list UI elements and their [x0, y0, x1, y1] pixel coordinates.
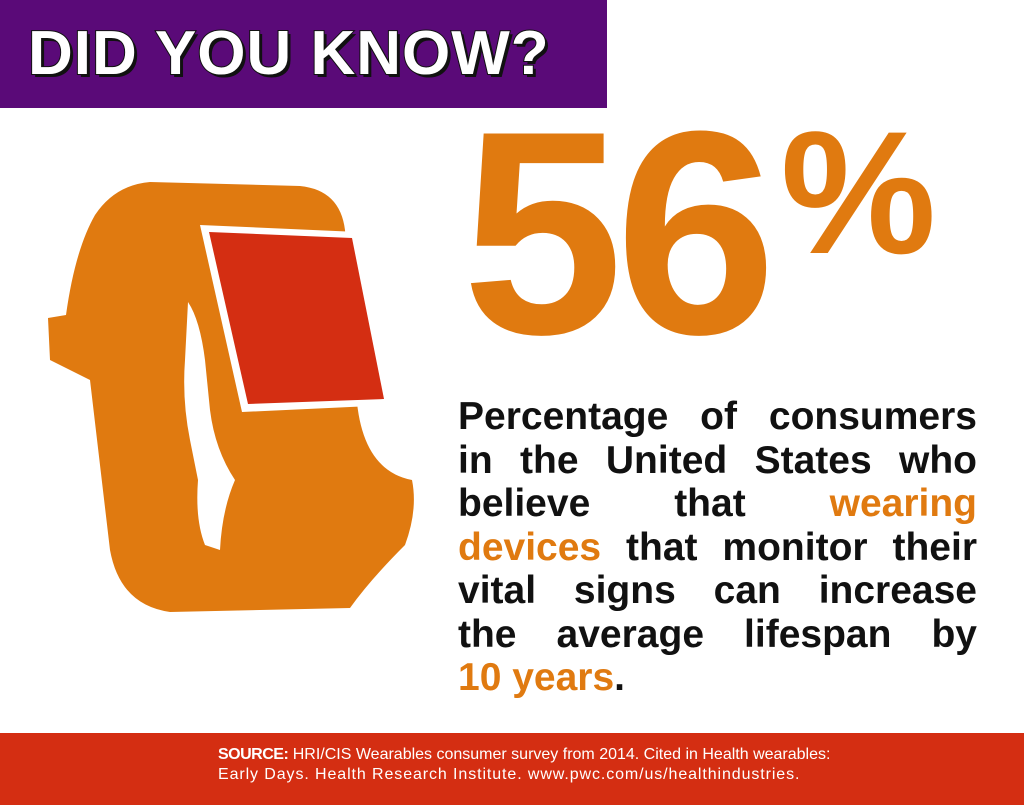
description-line: in the United States who — [458, 439, 977, 483]
stat: 56% — [462, 88, 936, 378]
header: DID YOU KNOW? — [0, 0, 607, 108]
description-text: devices — [458, 525, 602, 569]
description-text: . — [614, 656, 625, 699]
description: Percentage of consumers in the United Sta… — [458, 395, 977, 700]
stat-symbol: % — [780, 96, 937, 291]
description-text: vital signs can increase — [458, 569, 977, 612]
description-line: Percentage of consumers — [458, 395, 977, 439]
description-text: wearing — [829, 482, 977, 525]
description-line: the average lifespan by — [458, 613, 977, 657]
description-text: 10 years — [458, 656, 615, 699]
stat-number: 56 — [462, 71, 777, 395]
description-line: vital signs can increase — [458, 569, 977, 613]
description-text: that monitor their — [601, 525, 977, 569]
description-text: believe that — [458, 482, 830, 525]
watch-icon — [48, 182, 414, 612]
description-line: 10 years. — [458, 656, 977, 700]
description-line: believe that wearing — [458, 482, 977, 526]
source-line: Early Days. Health Research Institute. w… — [218, 766, 801, 783]
source-line: HRI/CIS Wearables consumer survey from 2… — [292, 746, 831, 763]
source-label: SOURCE: — [218, 746, 289, 763]
description-line: devices that monitor their — [458, 526, 977, 570]
header-title: DID YOU KNOW? — [27, 18, 550, 89]
footer: SOURCE: HRI/CIS Wearables consumer surve… — [0, 733, 1024, 805]
source: SOURCE: HRI/CIS Wearables consumer surve… — [218, 745, 830, 785]
strap-gap — [184, 302, 235, 550]
description-text: Percentage of consumers — [458, 395, 977, 438]
description-text: the average lifespan by — [458, 612, 977, 656]
screen — [209, 232, 384, 404]
description-text: in the United States who — [458, 438, 977, 482]
